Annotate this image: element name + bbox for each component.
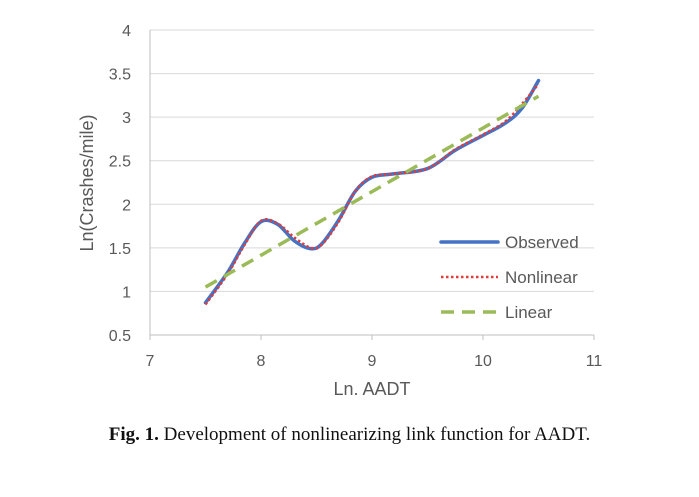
x-tick-label: 9 xyxy=(368,353,377,370)
y-axis-ticks: 0.5 1 1.5 2 2.5 3 3.5 4 xyxy=(109,23,131,345)
y-tick-label: 2 xyxy=(122,197,131,214)
y-tick-label: 3 xyxy=(122,110,131,127)
y-axis-title: Ln(Crashes/mile) xyxy=(77,114,97,251)
figure-caption-text: Development of nonlinearizing link funct… xyxy=(163,424,591,445)
x-tick-label: 10 xyxy=(474,353,492,370)
legend-label-observed: Observed xyxy=(505,233,579,252)
chart-gridlines xyxy=(150,29,594,292)
series-line-linear xyxy=(204,94,540,289)
legend-label-linear: Linear xyxy=(505,303,553,322)
y-tick-label: 1 xyxy=(122,284,131,301)
y-tick-label: 0.5 xyxy=(109,328,131,345)
y-tick-label: 3.5 xyxy=(109,67,131,84)
y-tick-label: 1.5 xyxy=(109,241,131,258)
y-tick-label: 2.5 xyxy=(109,154,131,171)
x-tick-label: 7 xyxy=(146,353,155,370)
x-axis-ticks: 7 8 9 10 11 xyxy=(146,335,603,370)
legend-label-nonlinear: Nonlinear xyxy=(505,268,578,287)
y-tick-label: 4 xyxy=(122,23,131,40)
chart-series xyxy=(203,78,541,306)
chart-legend: Observed Nonlinear Linear xyxy=(439,233,579,322)
figure-caption-label: Fig. 1. xyxy=(108,424,159,445)
x-tick-label: 11 xyxy=(586,353,603,370)
series-line-nonlinear xyxy=(204,83,540,306)
figure-caption: Fig. 1. Development of nonlinearizing li… xyxy=(0,424,699,446)
x-axis-title: Ln. AADT xyxy=(333,379,410,399)
x-tick-label: 8 xyxy=(257,353,266,370)
